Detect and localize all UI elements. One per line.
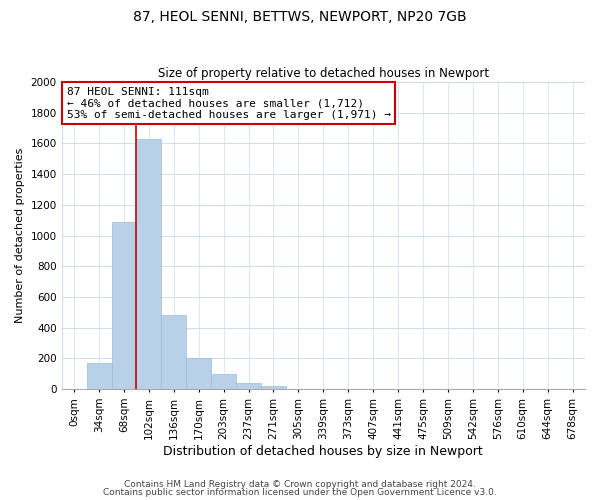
- Bar: [112, 222, 136, 389]
- Bar: [136, 139, 161, 389]
- Bar: [161, 316, 186, 389]
- Text: 87 HEOL SENNI: 111sqm
← 46% of detached houses are smaller (1,712)
53% of semi-d: 87 HEOL SENNI: 111sqm ← 46% of detached …: [67, 86, 391, 120]
- Text: Contains HM Land Registry data © Crown copyright and database right 2024.: Contains HM Land Registry data © Crown c…: [124, 480, 476, 489]
- Bar: [186, 358, 211, 389]
- Text: Contains public sector information licensed under the Open Government Licence v3: Contains public sector information licen…: [103, 488, 497, 497]
- Bar: [211, 374, 236, 389]
- Text: 87, HEOL SENNI, BETTWS, NEWPORT, NP20 7GB: 87, HEOL SENNI, BETTWS, NEWPORT, NP20 7G…: [133, 10, 467, 24]
- Bar: [261, 386, 286, 389]
- X-axis label: Distribution of detached houses by size in Newport: Distribution of detached houses by size …: [163, 444, 483, 458]
- Bar: [86, 363, 112, 389]
- Y-axis label: Number of detached properties: Number of detached properties: [15, 148, 25, 324]
- Title: Size of property relative to detached houses in Newport: Size of property relative to detached ho…: [158, 66, 489, 80]
- Bar: [236, 383, 261, 389]
